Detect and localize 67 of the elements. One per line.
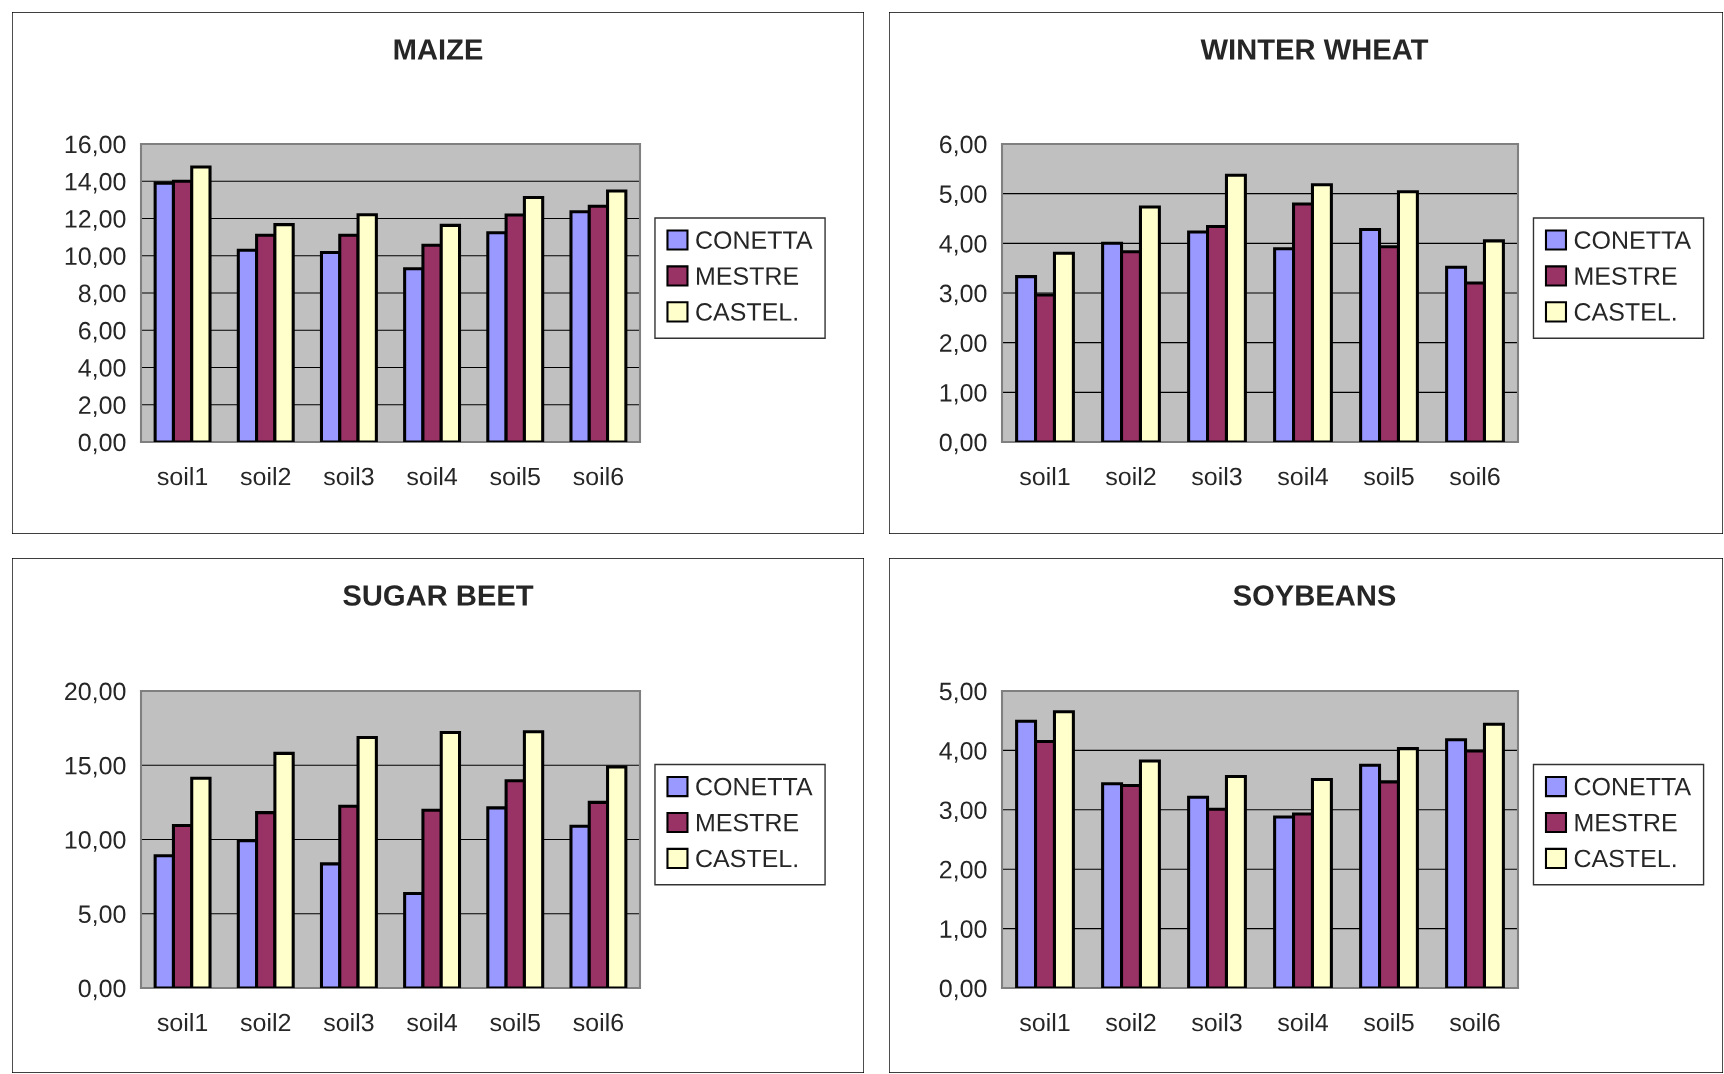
legend-label: CASTEL. bbox=[696, 849, 797, 868]
y-tick-label: 4,00 bbox=[939, 742, 987, 763]
y-tick-label: 6,00 bbox=[940, 135, 987, 157]
x-tick-label: soil5 bbox=[490, 1013, 540, 1032]
legend-label: CASTEL. bbox=[1574, 303, 1676, 321]
x-tick-label: soil5 bbox=[1363, 467, 1414, 486]
legend-label: CONETTA bbox=[1574, 777, 1692, 796]
x-tick-label: soil2 bbox=[1105, 1013, 1156, 1032]
x-tick-label: soil4 bbox=[407, 467, 458, 486]
y-tick-label: 2,00 bbox=[79, 396, 126, 418]
y-tick-label: 6,00 bbox=[79, 321, 126, 343]
x-tick-label: soil3 bbox=[1191, 467, 1242, 486]
x-tick-label: soil3 bbox=[1191, 1013, 1242, 1032]
y-tick-label: 5,00 bbox=[78, 905, 126, 927]
y-tick-label: 0,00 bbox=[78, 433, 126, 455]
x-tick-label: soil2 bbox=[1105, 467, 1156, 486]
y-tick-label: 0,00 bbox=[939, 979, 987, 1001]
y-tick-label: 0,00 bbox=[939, 433, 987, 455]
x-tick-label: soil2 bbox=[240, 1013, 291, 1032]
x-tick-label: soil6 bbox=[1449, 467, 1500, 486]
y-tick-label: 5,00 bbox=[939, 185, 987, 206]
y-tick-label: 2,00 bbox=[940, 334, 987, 355]
x-tick-label: soil5 bbox=[1363, 1013, 1414, 1032]
y-tick-label: 5,00 bbox=[939, 682, 987, 704]
y-tick-label: 4,00 bbox=[78, 359, 126, 380]
legend-label: CONETTA bbox=[696, 777, 813, 796]
y-tick-label: 2,00 bbox=[940, 860, 987, 882]
x-tick-label: soil4 bbox=[1277, 467, 1328, 486]
x-tick-label: soil1 bbox=[1019, 1013, 1070, 1032]
x-tick-label: soil6 bbox=[573, 1013, 624, 1032]
legend-label: MESTRE bbox=[697, 267, 799, 285]
y-tick-label: 16,00 bbox=[65, 135, 126, 157]
x-tick-label: soil2 bbox=[240, 467, 291, 486]
chart-title: MAIZE bbox=[394, 39, 483, 60]
chart-title: SOYBEANS bbox=[1233, 585, 1396, 606]
y-tick-label: 20,00 bbox=[65, 682, 126, 704]
x-tick-label: soil5 bbox=[490, 467, 540, 486]
x-tick-label: soil3 bbox=[323, 467, 374, 486]
legend-label: CASTEL. bbox=[1574, 849, 1676, 868]
x-tick-label: soil4 bbox=[407, 1013, 458, 1032]
y-tick-label: 8,00 bbox=[78, 284, 126, 306]
x-tick-label: soil6 bbox=[1449, 1013, 1500, 1032]
legend-label: MESTRE bbox=[1575, 813, 1677, 832]
y-tick-label: 1,00 bbox=[940, 920, 987, 941]
x-tick-label: soil1 bbox=[157, 1013, 208, 1032]
legend-label: MESTRE bbox=[697, 813, 799, 832]
y-tick-label: 3,00 bbox=[939, 284, 987, 306]
x-tick-label: soil1 bbox=[1019, 467, 1070, 486]
legend-label: CONETTA bbox=[1574, 231, 1692, 249]
legend-label: CASTEL. bbox=[696, 303, 797, 321]
y-tick-label: 3,00 bbox=[939, 801, 987, 823]
y-tick-label: 10,00 bbox=[65, 247, 126, 269]
chart-title: WINTER WHEAT bbox=[1200, 39, 1429, 60]
legend-label: MESTRE bbox=[1575, 267, 1677, 285]
x-tick-label: soil3 bbox=[323, 1013, 374, 1032]
legend-label: CONETTA bbox=[696, 231, 813, 249]
y-tick-label: 12,00 bbox=[65, 210, 126, 231]
y-tick-label: 15,00 bbox=[65, 756, 126, 778]
y-tick-label: 0,00 bbox=[78, 979, 126, 1001]
y-tick-label: 1,00 bbox=[940, 383, 987, 405]
y-tick-label: 14,00 bbox=[65, 172, 126, 194]
chart-title: SUGAR BEET bbox=[343, 585, 534, 606]
y-tick-label: 4,00 bbox=[939, 234, 987, 256]
y-tick-label: 10,00 bbox=[65, 831, 126, 852]
x-tick-label: soil6 bbox=[573, 467, 624, 486]
x-tick-label: soil1 bbox=[157, 467, 208, 486]
x-tick-label: soil4 bbox=[1277, 1013, 1328, 1032]
